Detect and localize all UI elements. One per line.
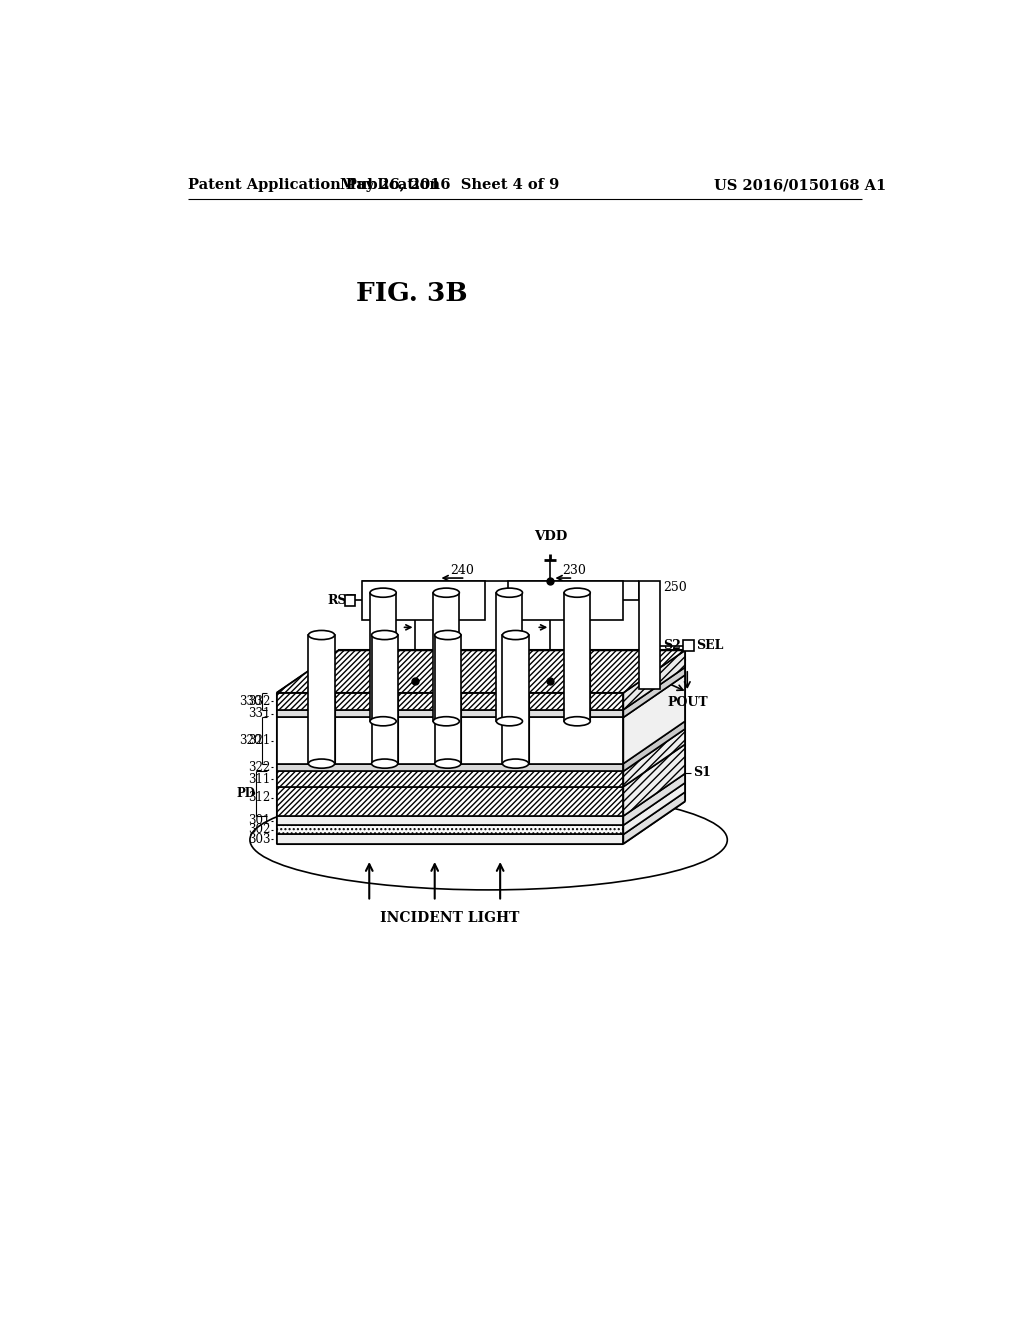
Ellipse shape — [370, 717, 396, 726]
Polygon shape — [276, 710, 624, 718]
Polygon shape — [624, 774, 685, 825]
Text: 321: 321 — [249, 734, 270, 747]
Text: US 2016/0150168 A1: US 2016/0150168 A1 — [715, 178, 887, 193]
Polygon shape — [624, 792, 685, 843]
Text: 302: 302 — [249, 824, 270, 837]
Polygon shape — [276, 787, 624, 816]
Ellipse shape — [372, 631, 397, 640]
Polygon shape — [624, 651, 685, 710]
Polygon shape — [624, 675, 685, 763]
Polygon shape — [435, 635, 461, 763]
Text: 330: 330 — [239, 694, 261, 708]
Text: SEL: SEL — [696, 639, 724, 652]
Polygon shape — [624, 744, 685, 816]
Text: FD: FD — [414, 594, 433, 607]
Text: POUT: POUT — [667, 696, 708, 709]
Polygon shape — [308, 635, 335, 763]
Text: 331: 331 — [249, 708, 270, 721]
Bar — [639, 581, 660, 689]
Polygon shape — [276, 771, 624, 787]
Bar — [345, 595, 355, 606]
Bar — [683, 640, 694, 651]
Text: RST: RST — [328, 594, 356, 607]
Bar — [361, 581, 484, 619]
Text: Patent Application Publication: Patent Application Publication — [188, 178, 440, 193]
Polygon shape — [276, 651, 685, 693]
Ellipse shape — [503, 759, 528, 768]
Polygon shape — [503, 635, 528, 763]
Polygon shape — [564, 593, 590, 721]
Polygon shape — [497, 593, 522, 721]
Polygon shape — [308, 693, 335, 763]
Ellipse shape — [308, 759, 335, 768]
Polygon shape — [624, 729, 685, 787]
Text: S1: S1 — [692, 767, 711, 779]
Ellipse shape — [435, 759, 461, 768]
Polygon shape — [370, 651, 396, 721]
Ellipse shape — [370, 589, 396, 597]
Polygon shape — [624, 783, 685, 834]
Text: 250: 250 — [664, 581, 687, 594]
Polygon shape — [276, 825, 624, 834]
Text: PD: PD — [237, 787, 255, 800]
Polygon shape — [433, 651, 460, 721]
Ellipse shape — [433, 717, 460, 726]
Ellipse shape — [308, 631, 335, 640]
Polygon shape — [276, 718, 624, 763]
Ellipse shape — [564, 717, 590, 726]
Text: VDD: VDD — [534, 531, 567, 544]
Polygon shape — [503, 693, 528, 763]
Polygon shape — [372, 693, 397, 763]
Text: INCIDENT LIGHT: INCIDENT LIGHT — [381, 911, 520, 925]
Text: 240: 240 — [451, 564, 474, 577]
Polygon shape — [276, 693, 624, 710]
Text: 332: 332 — [249, 694, 270, 708]
Ellipse shape — [497, 589, 522, 597]
Ellipse shape — [503, 631, 528, 640]
Polygon shape — [624, 668, 685, 718]
Text: 312: 312 — [249, 791, 270, 804]
Polygon shape — [624, 721, 685, 771]
Polygon shape — [433, 593, 460, 721]
Polygon shape — [372, 635, 397, 763]
Polygon shape — [276, 816, 624, 825]
Text: 320: 320 — [239, 734, 261, 747]
Text: 311: 311 — [249, 772, 270, 785]
Polygon shape — [370, 593, 396, 721]
Text: FIG. 3B: FIG. 3B — [355, 281, 467, 306]
Polygon shape — [564, 651, 590, 721]
Text: S2: S2 — [664, 639, 681, 652]
Ellipse shape — [497, 717, 522, 726]
Text: 260: 260 — [664, 655, 687, 668]
Text: FD: FD — [556, 594, 575, 607]
Text: 230: 230 — [562, 564, 586, 577]
Polygon shape — [497, 651, 522, 721]
Bar — [508, 581, 624, 619]
Ellipse shape — [433, 589, 460, 597]
Text: 301: 301 — [249, 814, 270, 828]
Ellipse shape — [372, 759, 397, 768]
Ellipse shape — [564, 589, 590, 597]
Polygon shape — [276, 763, 624, 771]
Text: 322: 322 — [249, 760, 270, 774]
Text: May 26, 2016  Sheet 4 of 9: May 26, 2016 Sheet 4 of 9 — [341, 178, 560, 193]
Polygon shape — [435, 693, 461, 763]
Text: 303: 303 — [248, 833, 270, 846]
Ellipse shape — [435, 631, 461, 640]
Polygon shape — [276, 834, 624, 843]
